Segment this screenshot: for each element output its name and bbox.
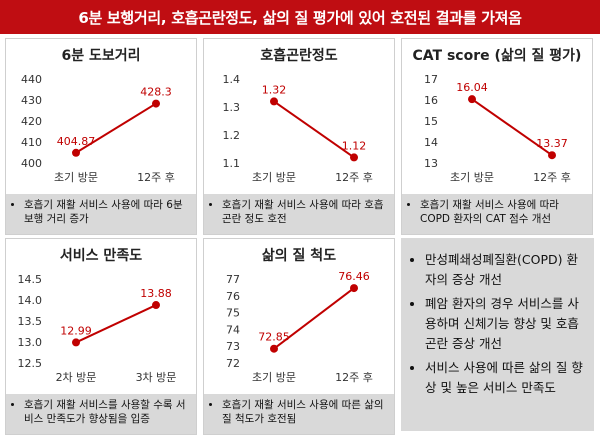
y-tick-label: 17	[424, 73, 438, 86]
y-tick-label: 12.5	[18, 357, 43, 370]
data-label: 404.87	[57, 135, 96, 148]
y-tick-label: 1.4	[223, 73, 241, 86]
y-tick-label: 14.5	[18, 273, 43, 286]
panel-dyspnea: 호흡곤란정도 1.1 1.2 1.3 1.4 초기 방문 12주 후 1.32 1.12 호흡…	[203, 38, 395, 235]
x-tick-label: 초기 방문	[252, 171, 296, 184]
data-point	[72, 148, 80, 157]
y-tick-label: 14	[424, 136, 438, 149]
data-point	[270, 97, 278, 106]
y-tick-label: 77	[226, 273, 240, 286]
chart-dyspnea: 1.1 1.2 1.3 1.4 초기 방문 12주 후 1.32 1.12	[223, 73, 373, 184]
y-tick-label: 14.0	[18, 294, 43, 307]
y-tick-label: 440	[21, 73, 42, 86]
x-tick-label: 12주 후	[533, 171, 571, 184]
x-tick-label: 12주 후	[137, 171, 175, 184]
y-tick-label: 76	[226, 290, 240, 303]
chart-walk-distance: 400 410 420 430 440 초기 방문 12주 후 404.87 428.3	[21, 73, 175, 184]
data-point	[270, 344, 278, 353]
chart-cat-score: 13 14 15 16 17 초기 방문 12주 후 16.04 13.37	[424, 73, 571, 184]
data-label: 76.46	[338, 270, 370, 283]
data-point	[350, 284, 358, 293]
y-tick-label: 1.3	[223, 101, 241, 114]
x-tick-label: 12주 후	[335, 171, 373, 184]
y-tick-label: 74	[226, 323, 240, 336]
chart-quality-of-life: 72 73 74 75 76 77 초기 방문 12주 후 72.85 76.46	[226, 270, 373, 384]
y-tick-label: 13	[424, 157, 438, 170]
y-tick-label: 400	[21, 157, 42, 170]
series-line	[75, 102, 157, 154]
y-tick-label: 16	[424, 94, 438, 107]
data-label: 16.04	[456, 81, 488, 94]
chart-title: 6분 도보거리	[61, 48, 141, 64]
chart-note: 호흡기 재활 서비스 사용에 따라 6분 보행 거리 증가	[6, 194, 196, 234]
series-line	[273, 287, 355, 350]
y-tick-label: 430	[21, 94, 42, 107]
chart-title: CAT score (삶의 질 평가)	[412, 48, 582, 64]
summary-item: 서비스 사용에 따른 삶의 질 향상 및 높은 서비스 만족도	[425, 358, 586, 398]
series-line	[273, 100, 355, 159]
chart-satisfaction: 12.5 13.0 13.5 14.0 14.5 2차 방문 3차 방문 12.99 13.88	[18, 273, 177, 384]
data-point	[548, 151, 556, 160]
x-tick-label: 12주 후	[335, 371, 373, 384]
y-tick-label: 1.1	[223, 157, 241, 170]
data-point	[152, 99, 160, 108]
x-tick-label: 3차 방문	[136, 371, 177, 384]
chart-note: 호흡기 재활 서비스 사용에 따른 삶의 질 척도가 호전됨	[204, 394, 394, 434]
data-label: 1.12	[342, 139, 367, 152]
y-tick-label: 420	[21, 115, 42, 128]
chart-note: 호흡기 재활 서비스 사용에 따라 COPD 환자의 CAT 점수 개선	[402, 194, 592, 234]
x-tick-label: 초기 방문	[252, 371, 296, 384]
y-tick-label: 1.2	[223, 129, 241, 142]
y-tick-label: 75	[226, 307, 240, 320]
chart-title: 호흡곤란정도	[260, 48, 338, 64]
panel-satisfaction: 서비스 만족도 12.5 13.0 13.5 14.0 14.5 2차 방문 3차 방문 12…	[5, 238, 197, 435]
summary-item: 만성폐쇄성폐질환(COPD) 환자의 증상 개선	[425, 250, 586, 290]
y-tick-label: 410	[21, 136, 42, 149]
panel-cat-score: CAT score (삶의 질 평가) 13 14 15 16 17 초기 방문 12주 후…	[401, 38, 593, 235]
data-point	[350, 153, 358, 162]
data-label: 12.99	[60, 324, 92, 337]
chart-note: 호흡기 재활 서비스를 사용할 수록 서비스 만족도가 향상됨을 입증	[6, 394, 196, 434]
y-tick-label: 73	[226, 340, 240, 353]
data-label: 72.85	[258, 331, 290, 344]
series-line	[75, 304, 157, 344]
x-tick-label: 2차 방문	[56, 371, 97, 384]
series-line	[471, 98, 553, 157]
y-tick-label: 13.0	[18, 336, 43, 349]
x-tick-label: 초기 방문	[450, 171, 494, 184]
page-title: 6분 보행거리, 호흡곤란정도, 삶의 질 평가에 있어 호전된 결과를 가져옴	[0, 0, 600, 34]
y-tick-label: 15	[424, 115, 438, 128]
y-tick-label: 72	[226, 357, 240, 370]
data-label: 13.88	[140, 287, 172, 300]
data-label: 13.37	[536, 137, 568, 150]
chart-title: 서비스 만족도	[59, 248, 143, 264]
data-point	[152, 301, 160, 310]
data-label: 428.3	[140, 86, 172, 99]
summary-box: 만성폐쇄성폐질환(COPD) 환자의 증상 개선 폐암 환자의 경우 서비스를 …	[401, 238, 594, 431]
panel-walk-distance: 6분 도보거리 400 410 420 430 440 초기 방문 12주 후 404.87 4…	[5, 38, 197, 235]
panel-quality-of-life: 삶의 질 척도 72 73 74 75 76 77 초기 방문 12주 후 72.85 76.46…	[203, 238, 395, 435]
y-tick-label: 13.5	[18, 315, 43, 328]
chart-note: 호흡기 재활 서비스 사용에 따라 호흡곤란 정도 호전	[204, 194, 394, 234]
summary-item: 폐암 환자의 경우 서비스를 사용하며 신체기능 향상 및 호흡곤란 증상 개선	[425, 294, 586, 354]
data-point	[468, 95, 476, 104]
data-point	[72, 338, 80, 347]
chart-title: 삶의 질 척도	[261, 248, 337, 264]
data-label: 1.32	[262, 83, 287, 96]
x-tick-label: 초기 방문	[54, 171, 98, 184]
